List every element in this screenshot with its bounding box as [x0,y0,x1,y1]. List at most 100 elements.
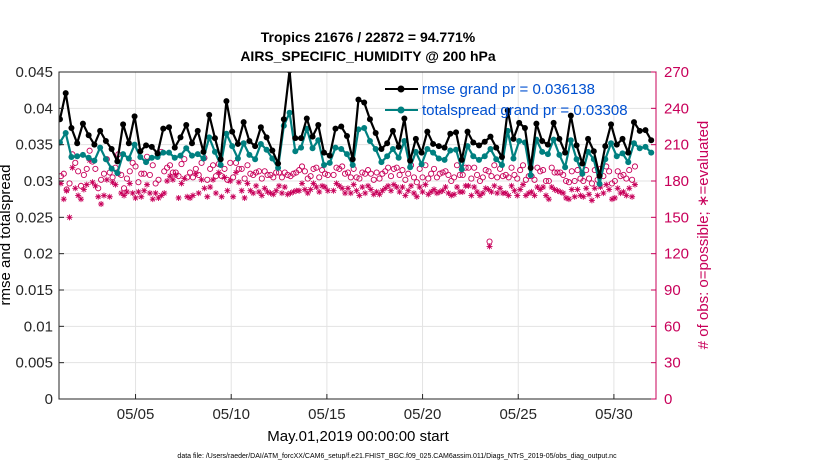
rmse-point [630,119,637,126]
obs-evaluated-marker [227,178,234,184]
y-tick-label: 0.045 [15,64,53,81]
totalspread-point [424,146,431,153]
obs-evaluated-marker [212,190,219,197]
rmse-point [464,128,471,135]
rmse-point [596,172,603,179]
obs-possible-marker [545,177,552,185]
obs-possible-marker [436,170,443,177]
obs-evaluated-marker [118,190,125,197]
obs-possible-marker [476,177,484,185]
obs-evaluated-marker [399,184,406,191]
rmse-point [62,90,69,97]
obs-evaluated-marker [606,186,613,193]
rmse-point [401,115,408,122]
x-axis-label: May.01,2019 00:00:00 start [267,428,449,445]
obs-possible-marker [264,171,271,178]
obs-evaluated-marker [321,184,328,191]
obs-possible-marker [491,162,498,169]
obs-possible-marker [387,173,395,180]
obs-evaluated-marker [276,182,283,189]
obs-evaluated-marker [528,188,535,195]
y-tick-label: 0.01 [24,318,53,335]
totalspread-point [59,139,63,146]
obs-evaluated-marker [359,184,366,191]
obs-evaluated-marker [629,193,636,200]
obs-possible-marker [138,170,145,177]
rmse-point [470,139,477,146]
totalspread-point [68,154,75,161]
obs-possible-marker [235,165,242,172]
obs-possible-marker [531,176,538,183]
obs-evaluated-marker [230,193,237,200]
obs-evaluated-marker [540,184,547,191]
legend-totalspread-label: totalspread grand pr = 0.03308 [422,102,628,119]
obs-possible-marker [560,171,567,178]
obs-evaluated-marker [425,191,432,198]
obs-evaluated-marker [514,192,521,199]
totalspread-point [498,162,505,169]
rmse-point [349,156,356,163]
obs-evaluated-marker [611,194,618,201]
obs-possible-marker [548,164,555,171]
rmse-point [234,140,241,147]
obs-possible-marker [72,159,79,166]
obs-possible-marker [278,174,285,181]
rmse-point [395,143,402,150]
y-axis-right-label: # of obs: o=possible; ∗=evaluated [695,121,712,350]
obs-evaluated-marker [296,187,303,194]
obs-evaluated-marker [393,184,400,191]
obs-possible-marker [439,169,446,176]
obs-possible-marker [83,165,90,172]
obs-evaluated-marker [75,192,82,199]
totalspread-point [608,140,615,147]
rmse-point [343,132,350,139]
rmse-point [148,143,155,150]
totalspread-point [407,164,414,171]
obs-evaluated-marker [402,192,409,199]
obs-possible-marker [465,164,472,171]
rmse-point [447,130,454,137]
totalspread-point [579,170,586,177]
obs-possible-marker [428,170,435,177]
obs-evaluated-marker [164,178,171,184]
obs-evaluated-marker [204,193,211,200]
obs-possible-marker [390,165,397,172]
totalspread-point [447,147,454,154]
totalspread-point [166,149,173,156]
obs-evaluated-marker [339,185,346,192]
obs-evaluated-marker [330,187,337,194]
plot-area [59,72,655,250]
totalspread-point [160,149,167,156]
totalspread-point [97,144,104,151]
obs-evaluated-marker [198,176,205,183]
totalspread-point [246,151,253,158]
obs-evaluated-marker [382,185,389,192]
obs-possible-marker [519,162,527,169]
obs-possible-marker [339,163,346,170]
obs-evaluated-marker [316,188,323,195]
rmse-point [430,140,437,147]
obs-evaluated-marker [350,181,357,188]
legend-rmse-label: rmse grand pr = 0.036138 [422,81,595,98]
obs-evaluated-marker [189,192,196,199]
obs-possible-marker [161,168,168,175]
obs-evaluated-marker [92,182,99,189]
totalspread-point [120,151,127,158]
rmse-point [642,127,649,134]
obs-possible-marker [342,170,349,177]
obs-evaluated-marker [597,184,604,191]
obs-evaluated-marker [356,192,363,199]
totalspread-point [286,109,293,116]
rmse-point [378,146,385,153]
obs-possible-marker [284,171,291,178]
rmse-point [407,157,414,164]
rmse-point [585,135,592,142]
obs-evaluated-marker [78,196,85,203]
totalspread-point [378,159,385,166]
obs-possible-marker [588,180,595,187]
totalspread-point [476,156,483,163]
totalspread-point [240,140,247,147]
legend-totalspread-marker [397,106,405,114]
rmse-point [120,121,127,128]
rmse-point [85,132,92,139]
